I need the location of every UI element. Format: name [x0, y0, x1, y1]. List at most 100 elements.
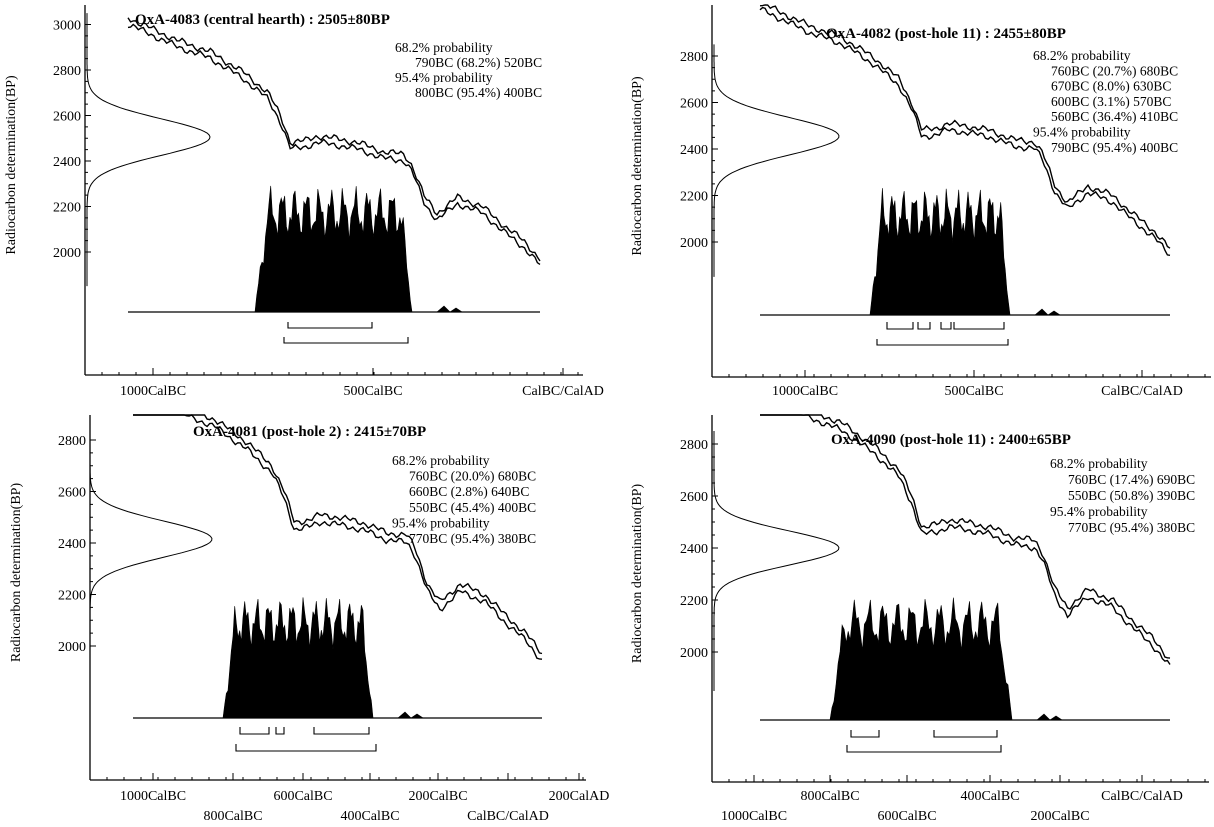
probability-range: 800BC (95.4%) 400BC: [415, 85, 542, 100]
calibration-curve-upper: [759, 6, 1171, 256]
y-tick-label: 2200: [680, 190, 708, 205]
y-axis-title: Radiocarbon determination(BP): [4, 75, 19, 255]
calibration-curve-upper: [760, 414, 1171, 665]
y-tick-label: 2400: [58, 537, 86, 552]
range-68-bracket: [886, 322, 914, 330]
x-tick-label: CalBC/CalAD: [1101, 384, 1183, 399]
measured-date-distribution: [89, 427, 213, 685]
probability-heading: 68.2% probability: [395, 40, 493, 55]
calibration-panel-1: 2000 2200 2400 2600 2800 3000 Radiocarbon dete…: [4, 5, 604, 399]
calibrated-probability: [869, 188, 1011, 316]
range-95-bracket: [846, 745, 1002, 753]
x-tick-label: 1000CalBC: [120, 789, 186, 804]
probability-range: 770BC (95.4%) 380BC: [1068, 520, 1195, 535]
probability-heading: 68.2% probability: [1033, 48, 1131, 63]
range-68-bracket: [239, 727, 270, 735]
y-tick-label: 2800: [53, 64, 81, 79]
y-tick-label: 2200: [58, 589, 86, 604]
y-tick-label: 2000: [58, 640, 86, 655]
x-tick-label: 1000CalBC: [120, 384, 186, 399]
x-tick-label: 200CalBC: [1030, 809, 1089, 824]
calibrated-probability: [222, 597, 374, 719]
y-tick-label: 2600: [53, 110, 81, 125]
x-tick-label: 800CalBC: [800, 789, 859, 804]
range-68-bracket: [917, 322, 931, 330]
probability-range: 600BC (3.1%) 570BC: [1051, 94, 1171, 109]
y-axis-title: Radiocarbon determination(BP): [630, 484, 645, 664]
panel-title: OxA-4082 (post-hole 11) : 2455±80BP: [826, 26, 1066, 42]
x-tick-label: 1000CalBC: [772, 384, 838, 399]
probability-range: 760BC (20.0%) 680BC: [409, 469, 536, 484]
y-tick-label: 2600: [680, 490, 708, 505]
probability-range: 770BC (95.4%) 380BC: [409, 531, 536, 546]
y-tick-label: 2000: [680, 236, 708, 251]
probability-tail: [397, 711, 424, 719]
calibration-curve-lower: [127, 17, 541, 262]
probability-heading: 95.4% probability: [1050, 504, 1148, 519]
probability-range: 560BC (36.4%) 410BC: [1051, 109, 1178, 124]
x-tick-label: 800CalBC: [203, 809, 262, 824]
y-tick-label: 2800: [58, 434, 86, 449]
x-tick-label: 200CalBC: [408, 789, 467, 804]
panel-title: OxA-4083 (central hearth) : 2505±80BP: [135, 12, 390, 28]
calibration-curve-lower: [759, 4, 1171, 249]
probability-range: 760BC (20.7%) 680BC: [1051, 63, 1178, 78]
calibration-curve-lower: [760, 414, 1171, 659]
range-68-bracket: [275, 727, 285, 735]
x-tick-label: 500CalBC: [944, 384, 1003, 399]
calibration-curve-upper: [133, 414, 543, 660]
calibration-panel-3: 2000 2200 2400 2600 2800 Radiocarbon determin…: [9, 414, 610, 824]
y-tick-label: 2200: [53, 201, 81, 216]
x-tick-label: 400CalBC: [340, 809, 399, 824]
calibration-curve-lower: [133, 414, 543, 655]
probability-range: 550BC (50.8%) 390BC: [1068, 488, 1195, 503]
calibration-curve-upper: [127, 23, 541, 265]
y-tick-label: 2800: [680, 438, 708, 453]
probability-tail: [436, 305, 463, 313]
x-tick-label: CalBC/CalAD: [467, 809, 549, 824]
probability-heading: 68.2% probability: [1050, 456, 1148, 471]
measured-date-distribution: [86, 13, 211, 287]
y-tick-label: 2000: [680, 646, 708, 661]
range-68-bracket: [940, 322, 952, 330]
probability-tail: [1034, 308, 1061, 316]
y-tick-label: 3000: [53, 19, 81, 34]
x-tick-label: 500CalBC: [343, 384, 402, 399]
probability-range: 660BC (2.8%) 640BC: [409, 484, 529, 499]
x-tick-label: CalBC/CalAD: [522, 384, 604, 399]
range-68-bracket: [850, 730, 880, 738]
y-axis-title: Radiocarbon determination(BP): [630, 76, 645, 256]
y-tick-label: 2400: [680, 143, 708, 158]
probability-heading: 95.4% probability: [395, 70, 493, 85]
range-68-bracket: [933, 730, 998, 738]
panel-title: OxA-4081 (post-hole 2) : 2415±70BP: [193, 424, 426, 440]
probability-heading: 95.4% probability: [1033, 125, 1131, 140]
y-tick-label: 2200: [680, 594, 708, 609]
probability-tail: [1036, 713, 1063, 721]
panel-title: OxA-4090 (post-hole 11) : 2400±65BP: [831, 432, 1071, 448]
x-tick-label: 1000CalBC: [721, 809, 787, 824]
probability-range: 790BC (95.4%) 400BC: [1051, 140, 1178, 155]
y-tick-label: 2600: [58, 486, 86, 501]
measured-date-distribution: [713, 431, 840, 691]
measured-date-distribution: [713, 44, 840, 277]
x-tick-label: CalBC/CalAD: [1101, 789, 1183, 804]
calibrated-probability: [829, 597, 1013, 721]
range-68-bracket: [313, 727, 370, 735]
range-95-bracket: [283, 337, 409, 344]
y-tick-label: 2000: [53, 246, 81, 261]
calibration-panel-2: 2000 2200 2400 2600 2800 Radiocarbon determin…: [630, 4, 1211, 399]
range-95-bracket: [876, 339, 1009, 346]
calibration-panel-4: 2000 2200 2400 2600 2800 Radiocarbon determin…: [630, 414, 1209, 824]
y-tick-label: 2400: [53, 155, 81, 170]
range-68-bracket: [287, 322, 373, 329]
range-68-bracket: [953, 322, 1005, 330]
x-tick-label: 200CalAD: [549, 789, 610, 804]
calibrated-probability: [254, 185, 413, 313]
probability-heading: 95.4% probability: [392, 515, 490, 530]
x-tick-label: 400CalBC: [960, 789, 1019, 804]
y-axis-title: Radiocarbon determination(BP): [9, 483, 24, 663]
y-tick-label: 2400: [680, 542, 708, 557]
x-tick-label: 600CalBC: [877, 809, 936, 824]
